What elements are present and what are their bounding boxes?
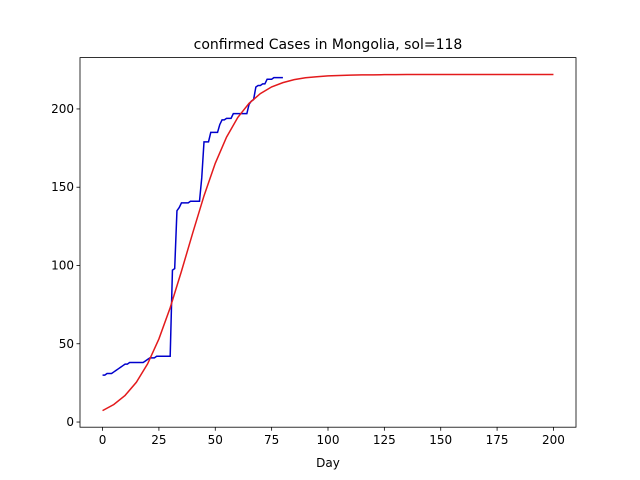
y-tick-label: 200 (51, 102, 74, 116)
x-tick-label: 0 (99, 433, 107, 447)
chart-title: confirmed Cases in Mongolia, sol=118 (194, 37, 463, 53)
x-tick-label: 50 (208, 433, 223, 447)
y-tick-label: 0 (66, 415, 74, 429)
x-tick-label: 25 (151, 433, 166, 447)
x-tick-label: 125 (373, 433, 396, 447)
y-tick-label: 100 (51, 258, 74, 272)
x-tick-label: 150 (429, 433, 452, 447)
y-tick-label: 150 (51, 180, 74, 194)
y-tick-label: 50 (59, 337, 74, 351)
plot-frame (79, 57, 577, 428)
x-tick-label: 75 (264, 433, 279, 447)
x-tick-label: 200 (542, 433, 565, 447)
x-axis-label: Day (316, 456, 340, 470)
data-line (102, 73, 554, 412)
x-tick-label: 100 (317, 433, 340, 447)
x-tick-label: 175 (486, 433, 509, 447)
